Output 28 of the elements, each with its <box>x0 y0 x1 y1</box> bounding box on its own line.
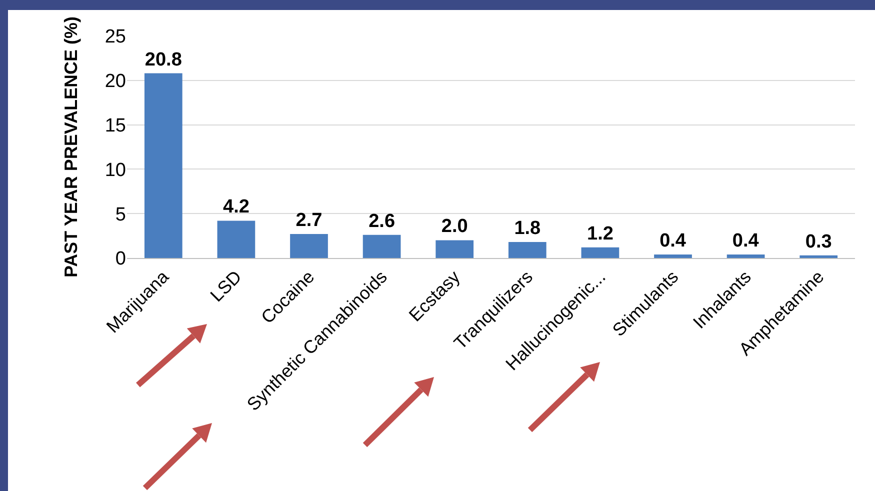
y-tick-label: 15 <box>104 115 126 136</box>
bar <box>800 255 838 258</box>
data-label: 4.2 <box>222 196 250 218</box>
bar <box>654 254 692 258</box>
data-label: 20.8 <box>144 49 182 70</box>
data-label: 1.2 <box>586 223 614 244</box>
bar <box>726 254 765 258</box>
data-label: 1.8 <box>514 218 541 240</box>
bar <box>290 234 328 258</box>
x-tick-label: LSD <box>206 266 246 306</box>
bar <box>508 242 546 258</box>
data-label: 2.0 <box>441 216 468 238</box>
y-tick-label: 0 <box>115 248 126 270</box>
bar <box>144 73 182 258</box>
bar <box>362 234 401 258</box>
y-tick-label: 5 <box>115 204 126 226</box>
data-label: 0.4 <box>660 230 686 252</box>
y-tick-label: 10 <box>104 160 126 181</box>
data-label: 2.6 <box>368 210 396 232</box>
data-label: 0.3 <box>805 231 832 252</box>
y-tick-label: 25 <box>104 26 126 48</box>
y-axis-title: PAST YEAR PREVALENCE (%) <box>61 16 82 278</box>
data-label: 2.7 <box>296 210 322 232</box>
data-label: 0.4 <box>732 230 760 252</box>
bar <box>581 247 620 258</box>
bar <box>217 220 256 258</box>
bar <box>436 240 474 258</box>
y-tick-label: 20 <box>104 71 126 92</box>
